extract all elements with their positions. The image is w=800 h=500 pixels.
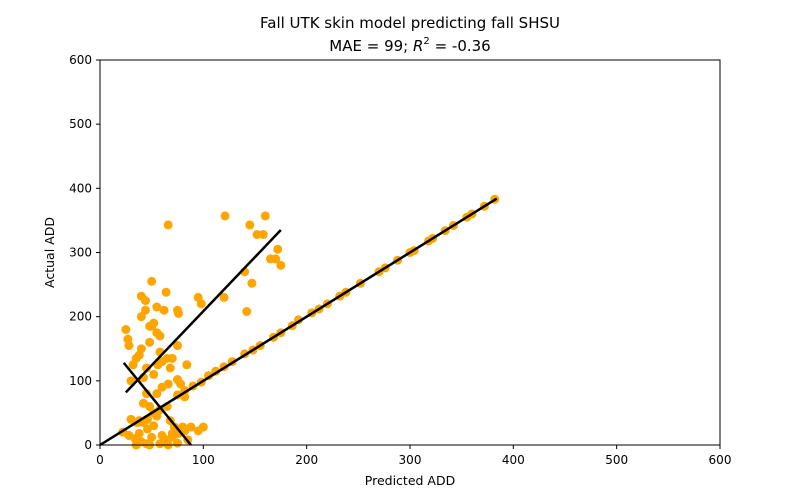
data-point <box>260 211 270 221</box>
data-point <box>136 312 146 322</box>
data-point <box>252 230 262 240</box>
subtitle-r-exponent: 2 <box>423 36 429 47</box>
data-point <box>149 369 159 379</box>
x-tick-label: 400 <box>502 453 525 467</box>
data-point <box>165 363 175 373</box>
y-tick-label: 600 <box>69 53 92 67</box>
data-point <box>134 428 144 438</box>
data-point <box>167 353 177 363</box>
x-tick-label: 200 <box>295 453 318 467</box>
data-point <box>271 254 281 264</box>
x-tick-label: 100 <box>192 453 215 467</box>
x-tick-label: 500 <box>605 453 628 467</box>
data-point <box>258 230 268 240</box>
data-point <box>163 379 173 389</box>
y-tick-label: 0 <box>84 438 92 452</box>
data-point <box>145 402 155 411</box>
data-point <box>167 428 177 438</box>
data-point <box>173 438 182 448</box>
fit-lines <box>99 197 498 447</box>
y-tick-label: 500 <box>69 117 92 131</box>
x-tick-label: 300 <box>399 453 422 467</box>
data-point <box>178 422 188 432</box>
y-axis-ticks: 0 100 200 300 400 500 600 <box>69 53 100 452</box>
subtitle-suffix: = -0.36 <box>430 37 491 55</box>
x-tick-label: 0 <box>96 453 104 467</box>
data-point <box>159 305 169 315</box>
y-tick-label: 200 <box>69 310 92 324</box>
data-point <box>149 421 159 431</box>
data-point <box>159 434 169 444</box>
data-point <box>145 337 155 347</box>
data-point <box>152 389 162 399</box>
data-point <box>147 276 157 286</box>
y-tick-label: 400 <box>69 181 92 195</box>
data-point <box>136 291 146 301</box>
chart-subtitle: MAE = 99; R2 = -0.36 <box>329 36 490 55</box>
data-point <box>220 211 230 221</box>
fit-line <box>122 362 192 446</box>
data-point <box>173 305 182 315</box>
data-point <box>186 422 196 432</box>
data-point <box>152 302 162 312</box>
data-point <box>145 321 155 331</box>
fit-line <box>124 229 282 394</box>
subtitle-r-symbol: R <box>413 37 423 55</box>
y-tick-label: 100 <box>69 374 92 388</box>
data-point <box>242 307 252 317</box>
data-point <box>147 432 157 442</box>
subtitle-prefix: MAE = 99; <box>329 37 413 55</box>
data-point <box>245 220 255 230</box>
x-axis-label: Predicted ADD <box>365 473 455 488</box>
x-tick-label: 600 <box>709 453 732 467</box>
data-point <box>121 325 131 334</box>
data-point <box>142 389 151 399</box>
data-point <box>136 344 146 354</box>
data-point <box>273 244 283 254</box>
data-point <box>247 278 257 288</box>
data-point <box>198 422 208 432</box>
data-point <box>161 287 171 297</box>
data-point <box>173 341 182 351</box>
data-point <box>142 363 151 373</box>
data-point <box>140 305 150 315</box>
fit-line <box>99 197 498 447</box>
y-tick-label: 300 <box>69 246 92 260</box>
chart-title: Fall UTK skin model predicting fall SHSU <box>260 14 560 32</box>
data-point <box>193 292 203 302</box>
data-point <box>176 379 186 389</box>
x-axis-ticks: 0 100 200 300 400 500 600 <box>96 445 731 467</box>
data-point <box>163 220 173 230</box>
data-point <box>219 292 229 302</box>
data-point <box>155 331 165 341</box>
y-axis-label: Actual ADD <box>42 217 57 288</box>
data-point <box>124 341 134 351</box>
data-point <box>182 360 192 370</box>
data-point <box>276 260 286 270</box>
